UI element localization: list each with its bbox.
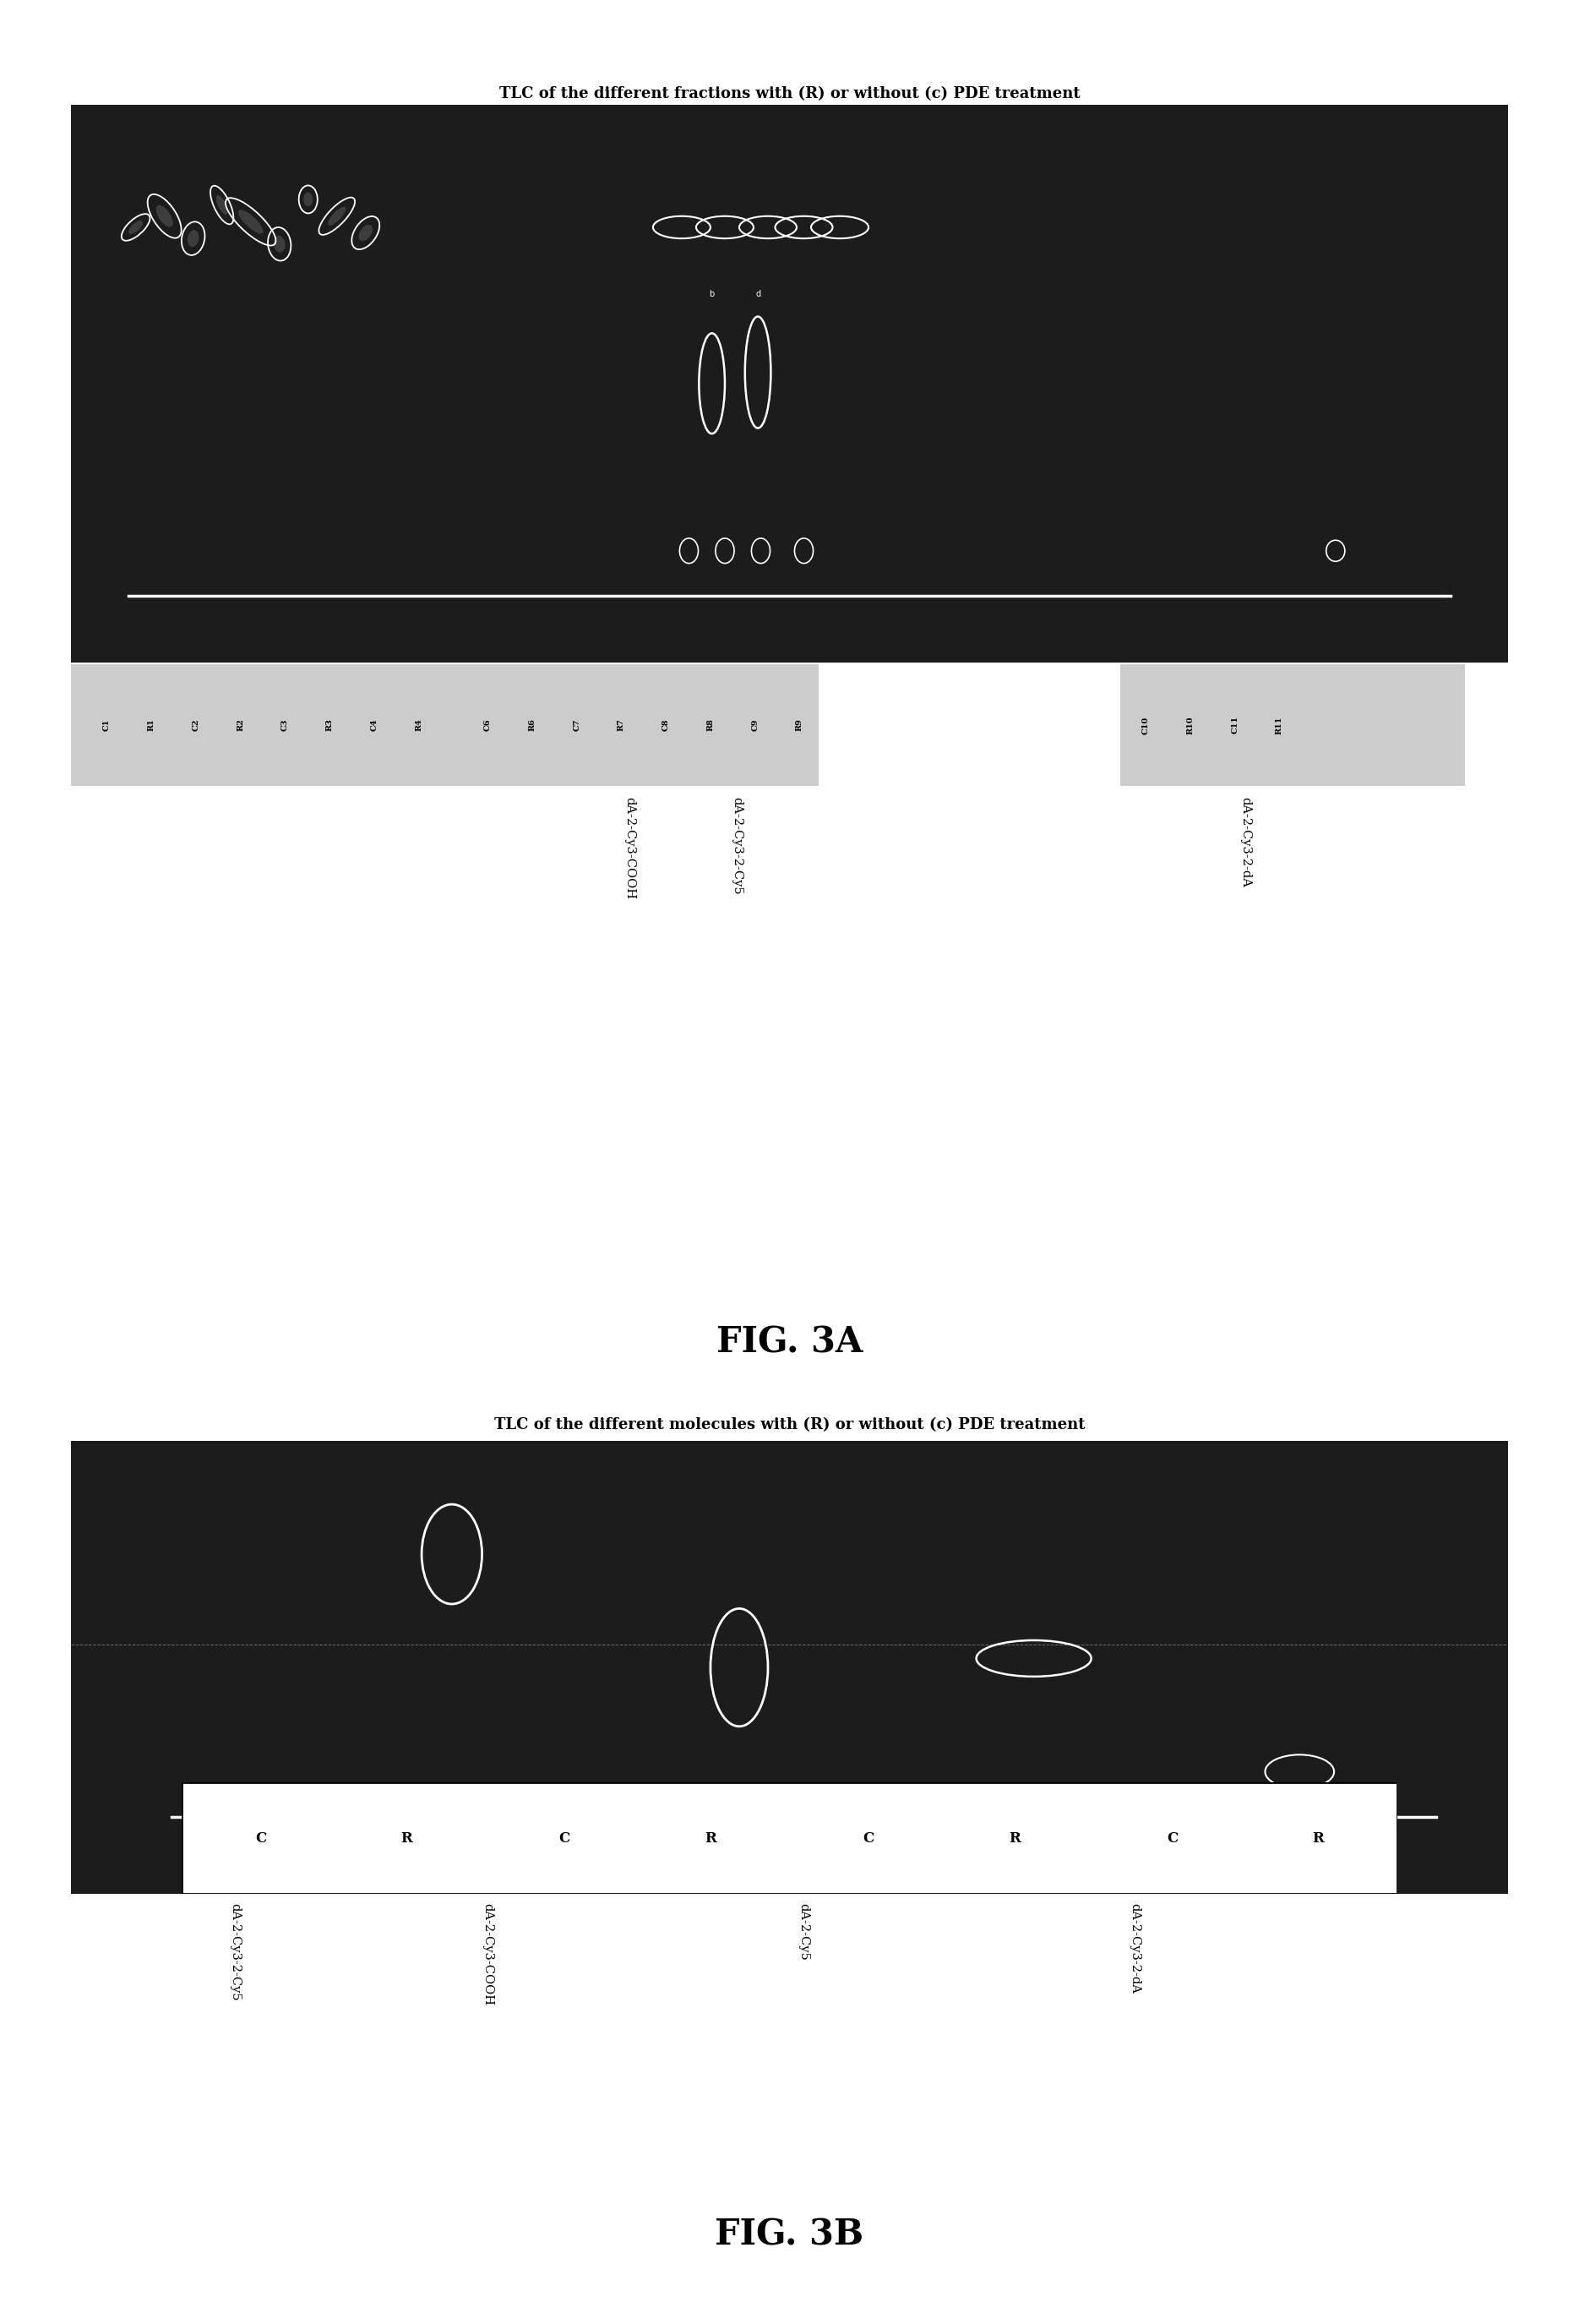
Text: R1: R1 [148, 718, 155, 732]
Ellipse shape [273, 235, 286, 253]
Text: dA-2-Cy3-COOH: dA-2-Cy3-COOH [624, 797, 635, 899]
Text: R10: R10 [1186, 716, 1194, 734]
Text: R11: R11 [1276, 716, 1284, 734]
Ellipse shape [238, 209, 264, 235]
Text: TLC of the different fractions with (R) or without (c) PDE treatment: TLC of the different fractions with (R) … [499, 86, 1080, 102]
Text: C: C [559, 1831, 570, 1845]
Text: R4: R4 [415, 718, 423, 732]
Bar [1120, 665, 1465, 786]
Text: dA-2-Cy3-2-dA: dA-2-Cy3-2-dA [1129, 1903, 1140, 1994]
Bar [71, 665, 818, 786]
Text: C11: C11 [1232, 716, 1240, 734]
Ellipse shape [188, 230, 199, 246]
Text: R2: R2 [237, 718, 245, 732]
Text: C8: C8 [662, 718, 669, 732]
Text: C: C [864, 1831, 875, 1845]
Text: C4: C4 [371, 718, 377, 732]
Text: R7: R7 [617, 718, 625, 732]
Text: R: R [704, 1831, 717, 1845]
Ellipse shape [328, 207, 346, 225]
Text: C3: C3 [281, 718, 289, 732]
Text: R8: R8 [707, 718, 714, 732]
Text: d: d [755, 290, 761, 297]
Text: dA-2-Cy3-2-Cy5: dA-2-Cy3-2-Cy5 [229, 1903, 240, 2001]
Text: R3: R3 [325, 718, 333, 732]
Text: C10: C10 [1142, 716, 1150, 734]
Ellipse shape [358, 225, 373, 242]
Text: dA-2-Cy3-2-dA: dA-2-Cy3-2-dA [1240, 797, 1251, 888]
Text: C2: C2 [193, 718, 201, 732]
Text: FIG. 3A: FIG. 3A [717, 1325, 862, 1360]
Ellipse shape [303, 193, 313, 207]
Text: dA-2-Cy3-2-Cy5: dA-2-Cy3-2-Cy5 [731, 797, 742, 895]
Ellipse shape [128, 221, 142, 235]
Text: R: R [401, 1831, 412, 1845]
Text: TLC of the different molecules with (R) or without (c) PDE treatment: TLC of the different molecules with (R) … [494, 1418, 1085, 1434]
Ellipse shape [216, 195, 227, 214]
Ellipse shape [156, 205, 174, 228]
Text: C: C [256, 1831, 267, 1845]
Text: C1: C1 [103, 718, 111, 732]
Text: dA-2-Cy5: dA-2-Cy5 [797, 1903, 808, 1961]
Text: FIG. 3B: FIG. 3B [715, 2217, 864, 2252]
Text: R: R [1009, 1831, 1020, 1845]
Text: C: C [1167, 1831, 1178, 1845]
Text: C6: C6 [483, 718, 491, 732]
Text: R6: R6 [529, 718, 537, 732]
Text: C7: C7 [573, 718, 581, 732]
Text: R9: R9 [796, 718, 804, 732]
Text: b: b [709, 290, 715, 297]
Text: R: R [1312, 1831, 1325, 1845]
Text: C9: C9 [752, 718, 759, 732]
Text: dA-2-Cy3-COOH: dA-2-Cy3-COOH [482, 1903, 493, 2006]
